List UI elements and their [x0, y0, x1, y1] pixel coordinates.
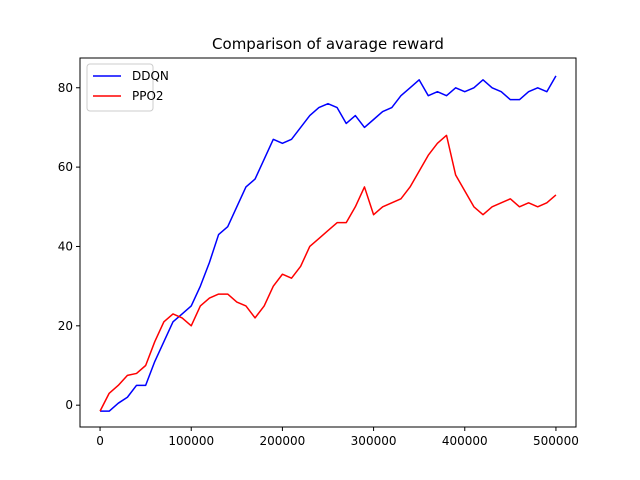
plot-area-frame [79, 57, 577, 428]
legend-label-ppo2: PPO2 [132, 89, 164, 103]
y-axis: 0 20 40 60 80 [58, 81, 80, 412]
x-tick-label: 300000 [351, 434, 397, 448]
x-tick-label: 0 [96, 434, 104, 448]
x-tick-label: 200000 [260, 434, 306, 448]
series-line-ddqn [100, 75, 557, 412]
x-tick-label: 100000 [168, 434, 214, 448]
x-tick-label: 500000 [533, 434, 579, 448]
y-tick-label: 20 [58, 319, 73, 333]
y-tick-label: 40 [58, 239, 73, 253]
chart-title: Comparison of avarage reward [212, 35, 444, 53]
series-layer [99, 75, 557, 412]
series-line-ppo2 [99, 134, 557, 412]
x-tick-label: 400000 [442, 434, 488, 448]
legend-label-ddqn: DDQN [132, 69, 169, 83]
y-tick-label: 60 [58, 160, 73, 174]
y-tick-label: 0 [65, 398, 73, 412]
legend: DDQN PPO2 [86, 63, 169, 112]
y-tick-label: 80 [58, 81, 73, 95]
x-axis: 0 100000 200000 300000 400000 500000 [96, 427, 579, 448]
